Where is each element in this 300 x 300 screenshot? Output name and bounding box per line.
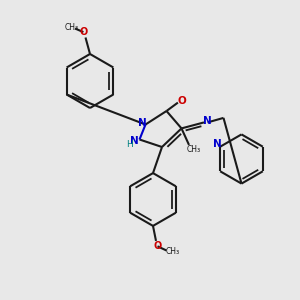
Text: CH₃: CH₃ (65, 22, 79, 32)
Text: N: N (130, 136, 139, 146)
Text: O: O (79, 27, 88, 37)
Text: H: H (127, 140, 133, 149)
Text: O: O (178, 96, 187, 106)
Text: CH₃: CH₃ (186, 145, 201, 154)
Text: N: N (137, 118, 146, 128)
Text: O: O (153, 241, 162, 251)
Text: N: N (203, 116, 212, 126)
Text: N: N (213, 139, 222, 149)
Text: CH₃: CH₃ (165, 247, 180, 256)
